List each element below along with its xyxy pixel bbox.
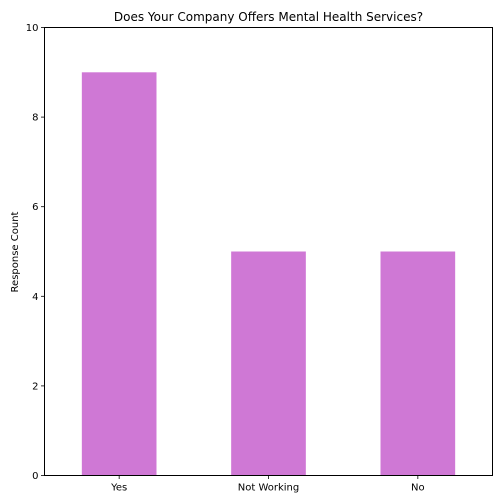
plot-frame <box>44 27 493 476</box>
y-tick-label: 8 <box>32 113 38 124</box>
y-tick-label: 0 <box>32 471 38 482</box>
y-axis-label: Response Count <box>10 211 21 292</box>
bars-group <box>81 72 456 476</box>
x-tick-label: No <box>411 483 425 494</box>
y-tick-label: 2 <box>32 381 38 392</box>
x-tick-label: Yes <box>110 483 127 494</box>
x-tick-label: Not Working <box>238 483 299 494</box>
y-tick-label: 4 <box>32 292 38 303</box>
bar-no <box>380 251 456 476</box>
bar-yes <box>81 72 157 476</box>
y-tick-label: 6 <box>32 202 38 213</box>
y-tick-label: 10 <box>26 23 39 34</box>
y-axis-ticks: 0 2 4 6 8 10 <box>26 23 45 482</box>
chart-title: Does Your Company Offers Mental Health S… <box>114 10 423 24</box>
x-axis-ticks: Yes Not Working No <box>110 475 425 494</box>
bar-not-working <box>231 251 306 476</box>
